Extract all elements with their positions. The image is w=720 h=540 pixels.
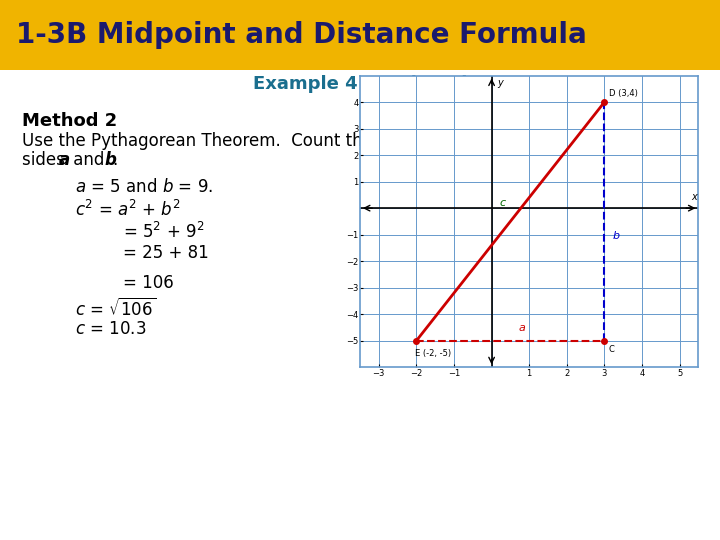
Text: y: y <box>498 78 503 88</box>
Text: D (3,4): D (3,4) <box>609 89 638 98</box>
Text: Example 4 Continued: Example 4 Continued <box>253 75 467 93</box>
Text: E (-2, -5): E (-2, -5) <box>415 349 451 357</box>
Text: Use the Pythagorean Theorem.  Count the units for: Use the Pythagorean Theorem. Count the u… <box>22 132 447 150</box>
Text: and: and <box>68 151 109 169</box>
Text: sides: sides <box>22 151 70 169</box>
Text: $c^2$ = $a^2$ + $b^2$: $c^2$ = $a^2$ + $b^2$ <box>75 200 181 220</box>
Text: Method 2: Method 2 <box>22 112 117 130</box>
Text: C: C <box>609 345 615 354</box>
Text: a: a <box>59 151 71 169</box>
Text: x: x <box>690 192 696 201</box>
Text: = 106: = 106 <box>123 274 174 292</box>
Text: = 5$^2$ + 9$^2$: = 5$^2$ + 9$^2$ <box>123 222 204 242</box>
Text: .: . <box>112 151 117 169</box>
Text: $a$ = 5 and $b$ = 9.: $a$ = 5 and $b$ = 9. <box>75 178 213 196</box>
Text: b: b <box>104 151 116 169</box>
Text: $c$ = 10.3: $c$ = 10.3 <box>75 320 146 338</box>
Text: $c$ = $\sqrt{106}$: $c$ = $\sqrt{106}$ <box>75 298 156 320</box>
Text: $c$: $c$ <box>499 198 507 208</box>
Text: 1-3B Midpoint and Distance Formula: 1-3B Midpoint and Distance Formula <box>16 21 587 49</box>
Text: $a$: $a$ <box>518 323 526 333</box>
Text: $b$: $b$ <box>612 228 621 241</box>
Text: = 25 + 81: = 25 + 81 <box>123 244 209 262</box>
